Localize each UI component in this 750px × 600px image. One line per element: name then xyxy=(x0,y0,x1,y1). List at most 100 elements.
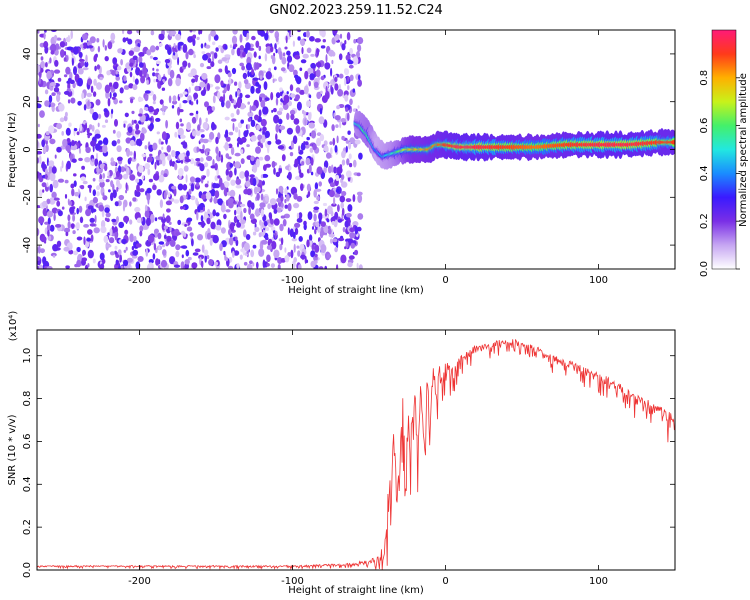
noise-cell xyxy=(73,128,78,132)
noise-cell xyxy=(264,32,269,41)
noise-cell xyxy=(110,32,116,41)
noise-cell xyxy=(225,153,230,159)
noise-cell xyxy=(239,34,243,43)
noise-cell xyxy=(206,66,212,70)
noise-cell xyxy=(341,181,348,188)
noise-cell xyxy=(169,256,176,265)
noise-cell xyxy=(294,227,299,235)
noise-cell xyxy=(145,248,149,257)
noise-cell xyxy=(239,254,243,260)
noise-cell xyxy=(54,59,59,67)
noise-cell xyxy=(47,235,52,241)
noise-cell xyxy=(50,252,57,257)
noise-cell xyxy=(262,259,266,269)
noise-cell xyxy=(293,118,300,125)
noise-cell xyxy=(46,182,49,188)
noise-cell xyxy=(258,55,261,60)
noise-cell xyxy=(275,92,281,99)
noise-cell xyxy=(83,236,86,245)
noise-cell xyxy=(173,150,176,157)
noise-cell xyxy=(279,223,284,232)
noise-cell xyxy=(329,238,333,244)
colorbar-tick-label: 0.0 xyxy=(699,261,710,277)
noise-cell xyxy=(199,62,205,68)
noise-cell xyxy=(155,60,161,65)
noise-cell xyxy=(208,259,214,266)
noise-cell xyxy=(347,204,353,212)
noise-cell xyxy=(147,156,153,163)
noise-cell xyxy=(233,43,238,48)
noise-cell xyxy=(111,218,117,223)
noise-cell xyxy=(304,141,309,146)
noise-cell xyxy=(240,158,245,165)
noise-cell xyxy=(165,242,169,247)
noise-cell xyxy=(85,54,88,63)
noise-cell xyxy=(225,209,231,213)
noise-cell xyxy=(281,154,286,162)
noise-cell xyxy=(148,259,154,264)
noise-cell xyxy=(133,150,136,160)
noise-cell xyxy=(293,192,298,200)
noise-cell xyxy=(63,74,68,78)
noise-cell xyxy=(339,120,342,129)
noise-cell xyxy=(268,67,271,72)
noise-cell xyxy=(129,151,133,156)
noise-cell xyxy=(135,190,141,197)
noise-cell xyxy=(138,62,144,68)
noise-cell xyxy=(341,207,345,216)
noise-cell xyxy=(204,101,209,108)
noise-cell xyxy=(305,259,309,264)
noise-cell xyxy=(252,164,258,173)
noise-cell xyxy=(260,193,264,201)
noise-cell xyxy=(60,49,65,58)
noise-cell xyxy=(46,70,52,80)
noise-cell xyxy=(328,190,335,198)
snr-ylabel: SNR (10 * v/v) xyxy=(7,414,18,485)
noise-cell xyxy=(49,224,55,232)
noise-cell xyxy=(61,131,64,136)
noise-cell xyxy=(347,85,350,91)
noise-cell xyxy=(201,194,207,200)
noise-cell xyxy=(131,254,138,259)
noise-cell xyxy=(247,200,253,208)
noise-cell xyxy=(37,123,40,128)
noise-cell xyxy=(240,119,244,124)
noise-cell xyxy=(41,182,47,188)
noise-cell xyxy=(90,208,97,213)
noise-cell xyxy=(273,167,276,175)
noise-cell xyxy=(282,52,286,57)
noise-cell xyxy=(107,41,113,50)
noise-cell xyxy=(218,177,223,186)
noise-cell xyxy=(273,208,278,214)
noise-cell xyxy=(177,106,181,116)
noise-cell xyxy=(301,47,304,55)
noise-cell xyxy=(249,105,252,114)
noise-cell xyxy=(66,46,73,51)
noise-cell xyxy=(320,75,325,81)
noise-cell xyxy=(182,43,188,53)
noise-cell xyxy=(133,46,140,53)
noise-cell xyxy=(250,119,256,127)
noise-cell xyxy=(37,245,41,254)
noise-cell xyxy=(345,54,351,61)
noise-cell xyxy=(266,245,272,250)
noise-cell xyxy=(141,128,147,134)
noise-cell xyxy=(196,146,200,153)
noise-cell xyxy=(121,238,127,245)
noise-cell xyxy=(161,87,166,91)
noise-cell xyxy=(104,119,109,123)
noise-cell xyxy=(334,115,341,121)
noise-cell xyxy=(125,189,128,194)
noise-cell xyxy=(293,243,296,253)
noise-cell xyxy=(187,62,191,68)
noise-cell xyxy=(332,137,336,146)
noise-cell xyxy=(79,44,84,48)
noise-cell xyxy=(316,137,321,147)
noise-cell xyxy=(260,118,267,127)
noise-cell xyxy=(273,114,280,124)
noise-cell xyxy=(174,131,178,138)
y-tick-label: 0.6 xyxy=(22,433,33,449)
noise-cell xyxy=(309,94,312,99)
noise-cell xyxy=(96,64,101,70)
colorbar-tick-label: 0.2 xyxy=(699,213,710,229)
